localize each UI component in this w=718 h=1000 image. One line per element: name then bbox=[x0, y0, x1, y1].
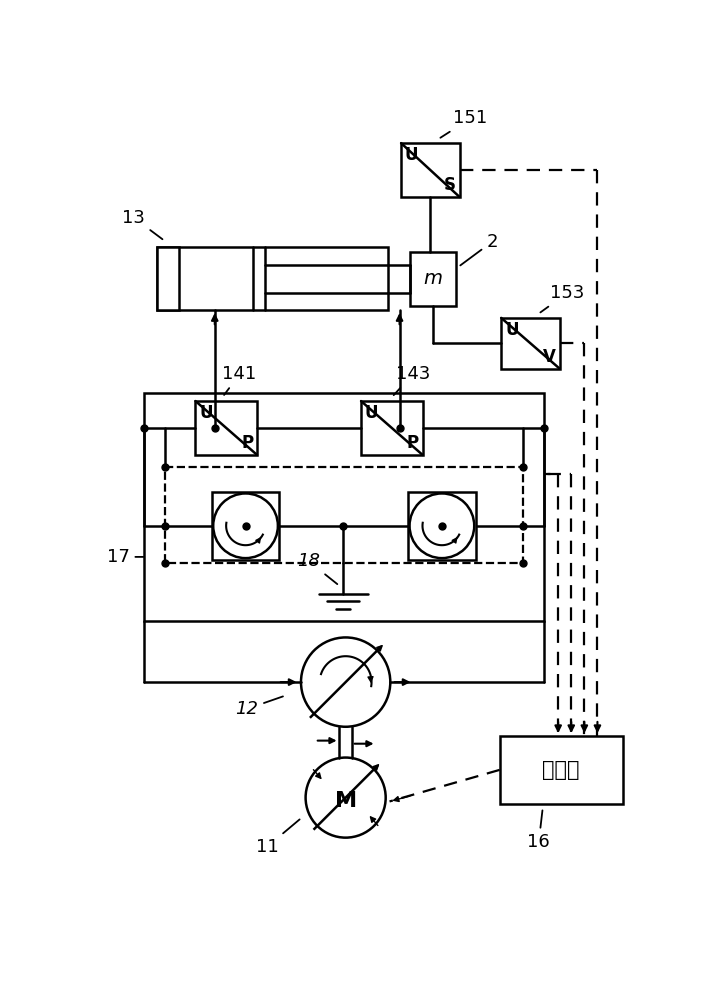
Bar bbox=[500, 736, 623, 804]
Text: U: U bbox=[365, 404, 378, 422]
Bar bbox=[401, 143, 460, 197]
Text: 11: 11 bbox=[256, 819, 299, 856]
Text: 17: 17 bbox=[107, 548, 144, 566]
Text: V: V bbox=[543, 348, 556, 366]
Text: M: M bbox=[335, 791, 357, 811]
Text: 151: 151 bbox=[440, 109, 488, 138]
Text: $m$: $m$ bbox=[423, 269, 442, 288]
Bar bbox=[409, 252, 456, 306]
Circle shape bbox=[409, 493, 474, 558]
Bar bbox=[164, 466, 523, 563]
Text: S: S bbox=[444, 176, 456, 194]
Bar bbox=[157, 247, 179, 310]
Text: U: U bbox=[505, 321, 518, 339]
Text: P: P bbox=[241, 434, 253, 452]
Bar bbox=[195, 401, 257, 455]
Text: 18: 18 bbox=[297, 552, 337, 584]
Circle shape bbox=[306, 758, 386, 838]
Text: U: U bbox=[200, 404, 213, 422]
Text: 153: 153 bbox=[541, 284, 584, 312]
Circle shape bbox=[301, 637, 391, 727]
Text: 12: 12 bbox=[236, 696, 283, 718]
Text: 控制器: 控制器 bbox=[543, 760, 580, 780]
Text: 16: 16 bbox=[527, 810, 550, 851]
Circle shape bbox=[213, 493, 278, 558]
Text: 143: 143 bbox=[393, 365, 430, 395]
Text: 13: 13 bbox=[122, 209, 162, 239]
Bar bbox=[408, 492, 476, 560]
Bar bbox=[212, 492, 279, 560]
Bar bbox=[144, 393, 544, 620]
Text: 141: 141 bbox=[223, 365, 257, 395]
Bar bbox=[501, 318, 560, 369]
Bar bbox=[361, 401, 423, 455]
Bar bbox=[157, 247, 388, 310]
Text: P: P bbox=[406, 434, 419, 452]
Text: 2: 2 bbox=[460, 233, 498, 265]
Text: U: U bbox=[405, 146, 419, 164]
